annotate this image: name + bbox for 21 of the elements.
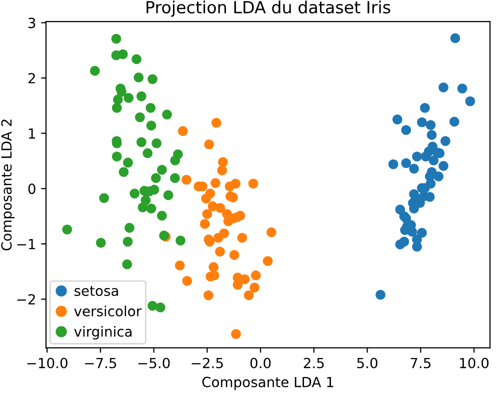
- y-tick-label: −1: [17, 239, 35, 250]
- y-tick-label: 0: [28, 184, 36, 194]
- legend-label: versicolor: [74, 306, 142, 316]
- x-tick-label: 2.5: [304, 358, 324, 368]
- y-axis-title: Composante LDA 2: [1, 120, 14, 250]
- legend-label: setosa: [74, 286, 118, 296]
- y-tick-label: −2: [17, 294, 35, 304]
- y-tick-label: 1: [28, 128, 35, 139]
- x-axis-title: Composante LDA 1: [202, 376, 334, 390]
- x-tick-label: −7.5: [85, 358, 116, 368]
- x-tick-label: 7.5: [410, 358, 430, 368]
- y-tick-label: 3: [28, 18, 36, 28]
- x-tick-label: −2.5: [192, 358, 223, 368]
- x-tick-label: −5.0: [138, 358, 170, 368]
- x-tick-label: 5.0: [357, 358, 378, 368]
- x-tick-label: 10.0: [460, 358, 489, 368]
- x-tick-label: −10.0: [27, 358, 68, 368]
- chart-title: Projection LDA du dataset Iris: [146, 0, 390, 17]
- x-tick-label: 0.0: [250, 358, 271, 368]
- legend-label: virginica: [74, 326, 132, 340]
- y-tick-label: 2: [28, 72, 35, 84]
